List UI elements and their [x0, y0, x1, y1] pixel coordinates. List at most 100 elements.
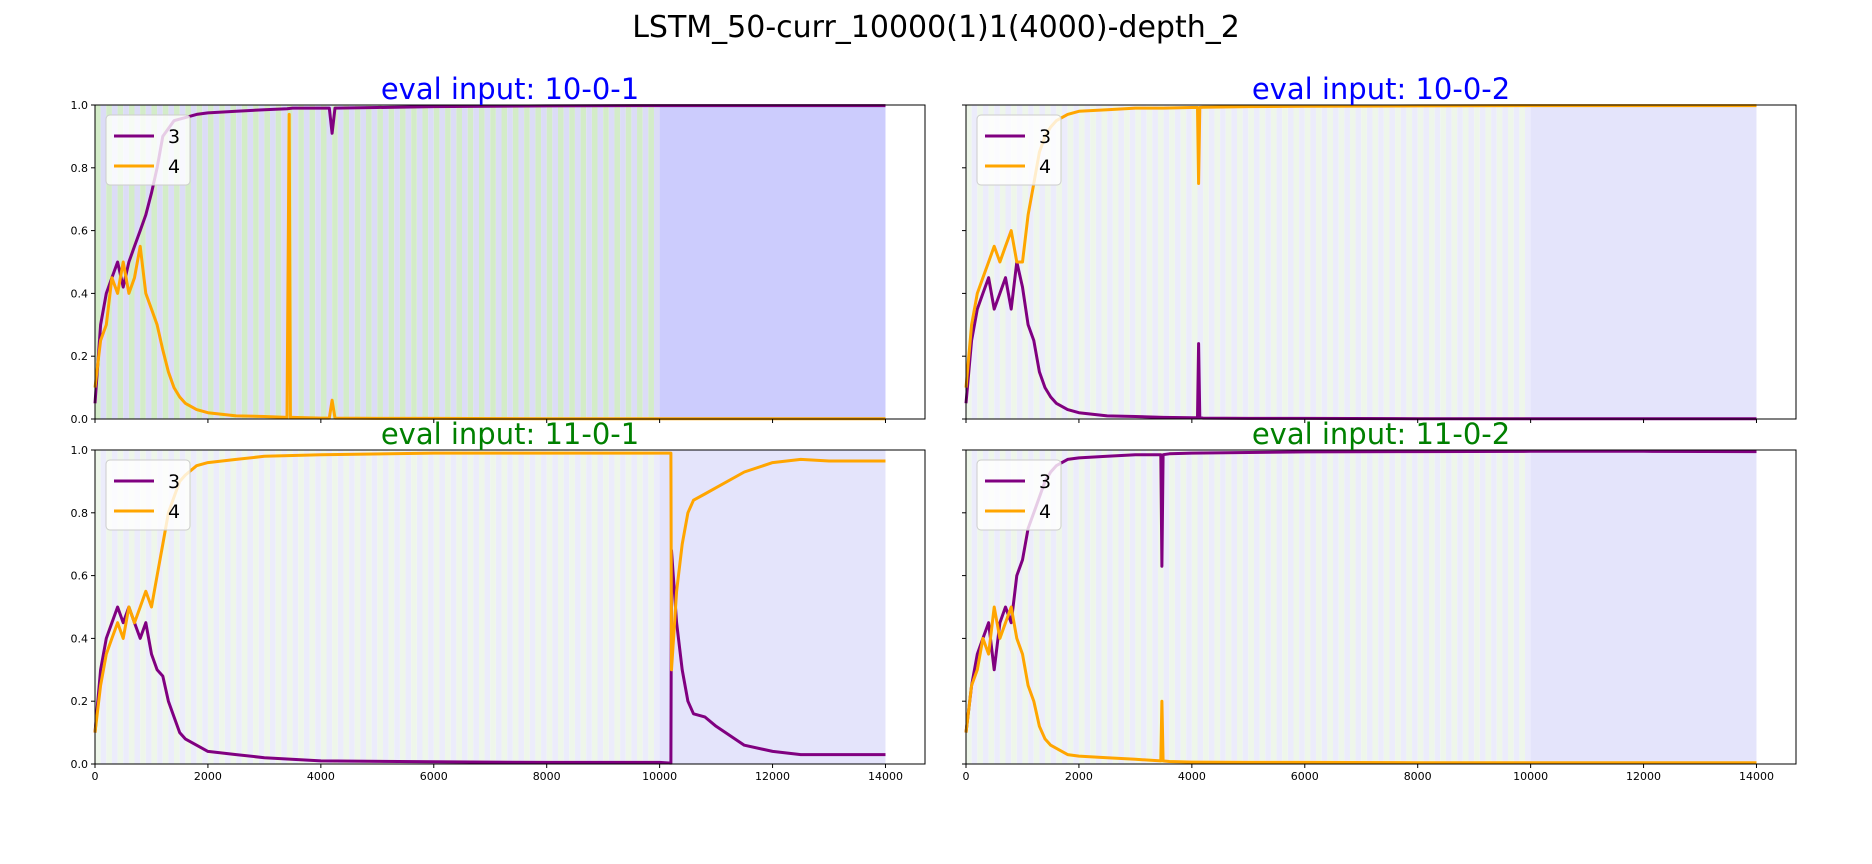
background-band	[1191, 105, 1198, 419]
background-band	[552, 450, 558, 764]
background-band	[1327, 105, 1334, 419]
background-band	[1316, 450, 1322, 764]
background-band	[982, 450, 989, 764]
background-band	[253, 105, 259, 419]
y-tick-label: 0.4	[71, 632, 89, 645]
background-band	[1451, 450, 1458, 764]
background-band	[439, 105, 446, 419]
background-band	[174, 105, 180, 419]
background-band	[394, 105, 400, 419]
background-band	[1485, 450, 1492, 764]
legend-label-3: 3	[168, 126, 180, 148]
legend-label-3: 3	[1039, 126, 1051, 148]
background-band	[1067, 450, 1074, 764]
background-band	[134, 450, 141, 764]
y-tick-label: 0.8	[71, 507, 89, 520]
background-band	[264, 450, 271, 764]
y-tick-label: 0.0	[71, 758, 89, 771]
x-tick-label: 8000	[533, 770, 561, 783]
background-band	[1400, 450, 1407, 764]
y-tick-label: 0.0	[71, 413, 89, 426]
background-band	[1186, 105, 1192, 419]
background-band	[236, 450, 242, 764]
background-band	[1045, 450, 1051, 764]
legend-label-4: 4	[1039, 156, 1051, 178]
background-band	[1299, 105, 1305, 419]
background-band	[1033, 105, 1040, 419]
background-band	[377, 450, 383, 764]
background-band	[168, 450, 175, 764]
background-band	[597, 450, 604, 764]
y-tick-label: 1.0	[71, 444, 89, 457]
background-band	[1118, 450, 1125, 764]
background-band	[445, 450, 451, 764]
background-band	[219, 450, 225, 764]
background-band	[270, 450, 276, 764]
background-band	[1011, 105, 1017, 419]
background-band	[1220, 105, 1226, 419]
y-tick-label: 0.6	[71, 570, 89, 583]
background-band	[411, 450, 417, 764]
background-band	[574, 450, 581, 764]
background-band	[631, 105, 638, 419]
background-band	[1107, 450, 1113, 764]
background-band	[1468, 450, 1475, 764]
background-band	[518, 105, 525, 419]
axes-frame	[965, 449, 1797, 765]
background-band	[1395, 450, 1401, 764]
background-band	[1293, 450, 1300, 764]
background-band	[1423, 450, 1429, 764]
legend-label-3: 3	[168, 471, 180, 493]
background-band	[1333, 105, 1339, 419]
legend-label-4: 4	[1039, 501, 1051, 523]
background-band	[241, 105, 248, 419]
background-band	[416, 105, 423, 419]
background-band	[275, 105, 282, 419]
background-band	[580, 450, 587, 764]
background-band	[1248, 105, 1254, 419]
background-band	[213, 450, 220, 764]
background-band	[1124, 105, 1130, 419]
background-band	[1259, 105, 1266, 419]
series-line-4	[964, 605, 1757, 765]
background-band	[315, 105, 321, 419]
background-band	[1112, 450, 1119, 764]
background-band	[1152, 105, 1158, 419]
background-band	[1203, 450, 1209, 764]
background-band	[1180, 450, 1187, 764]
background-band	[1225, 450, 1232, 764]
background-band	[145, 105, 152, 419]
background-band	[388, 105, 395, 419]
background-band	[371, 105, 378, 419]
background-band	[490, 450, 496, 764]
background-band	[614, 105, 621, 419]
background-band	[1372, 450, 1379, 764]
background-band	[450, 105, 457, 419]
background-band	[608, 450, 615, 764]
subplot-title: eval input: 10-0-2	[1252, 72, 1510, 106]
background-band	[202, 105, 208, 419]
background-band	[1361, 105, 1367, 419]
background-band	[1344, 105, 1350, 419]
background-band	[190, 105, 197, 419]
background-band	[366, 450, 372, 764]
background-band	[1423, 105, 1429, 419]
background-band	[247, 450, 254, 764]
background-band	[1039, 450, 1046, 764]
background-band	[1349, 105, 1356, 419]
background-band	[224, 105, 231, 419]
x-tick-label: 14000	[868, 770, 903, 783]
background-band	[179, 105, 186, 419]
background-band	[1440, 105, 1446, 419]
background-band	[219, 105, 225, 419]
background-band	[524, 105, 530, 419]
background-band	[1231, 450, 1238, 764]
background-band	[1242, 450, 1249, 764]
background-band	[1265, 105, 1271, 419]
background-band	[478, 450, 485, 764]
background-band	[1129, 105, 1136, 419]
subplot-1: 0.0 0.2 0.4 0.6 0.8 1.0 eval input: 10-0-1 3 4	[71, 72, 926, 426]
background-band	[569, 105, 575, 419]
background-band	[1265, 450, 1271, 764]
background-band	[315, 450, 321, 764]
